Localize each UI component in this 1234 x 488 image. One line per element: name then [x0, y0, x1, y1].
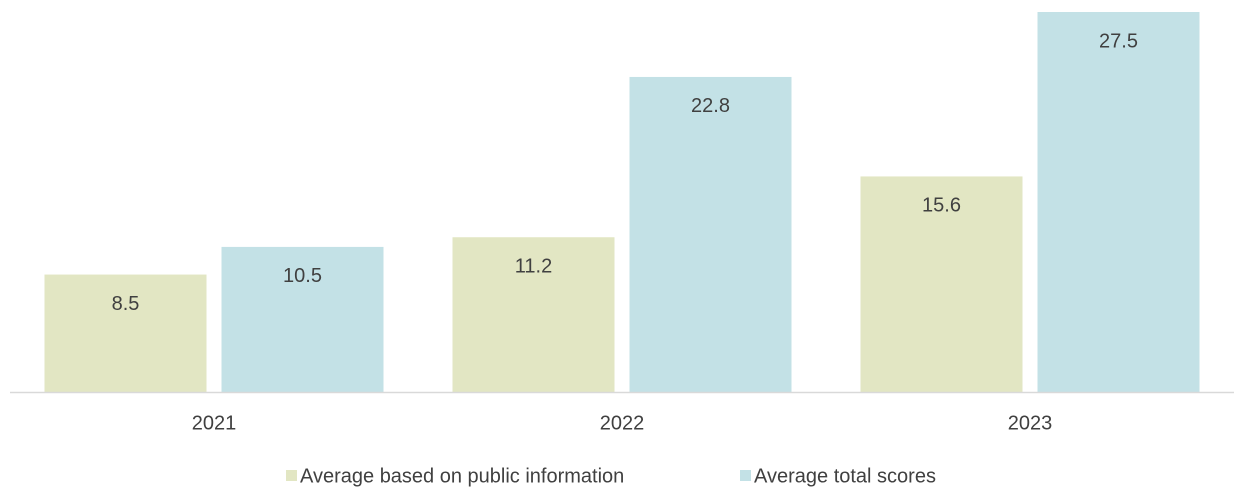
data-label: 15.6 [922, 195, 961, 217]
bar [860, 176, 1023, 392]
x-tick-label: 2021 [192, 412, 237, 434]
bar [452, 237, 615, 392]
data-label: 10.5 [283, 265, 322, 287]
legend-label: Average based on public information [300, 465, 624, 487]
bar [221, 246, 384, 392]
bar [44, 274, 207, 392]
x-tick-label: 2022 [600, 412, 645, 434]
bar [629, 76, 792, 392]
x-tick-label: 2023 [1008, 412, 1053, 434]
data-label: 22.8 [691, 95, 730, 117]
data-label: 27.5 [1099, 30, 1138, 52]
data-label: 11.2 [515, 256, 552, 278]
legend-swatch [286, 470, 297, 481]
bar [1037, 12, 1200, 392]
data-label: 8.5 [112, 293, 140, 315]
legend-swatch [740, 470, 751, 481]
legend-label: Average total scores [754, 465, 936, 487]
